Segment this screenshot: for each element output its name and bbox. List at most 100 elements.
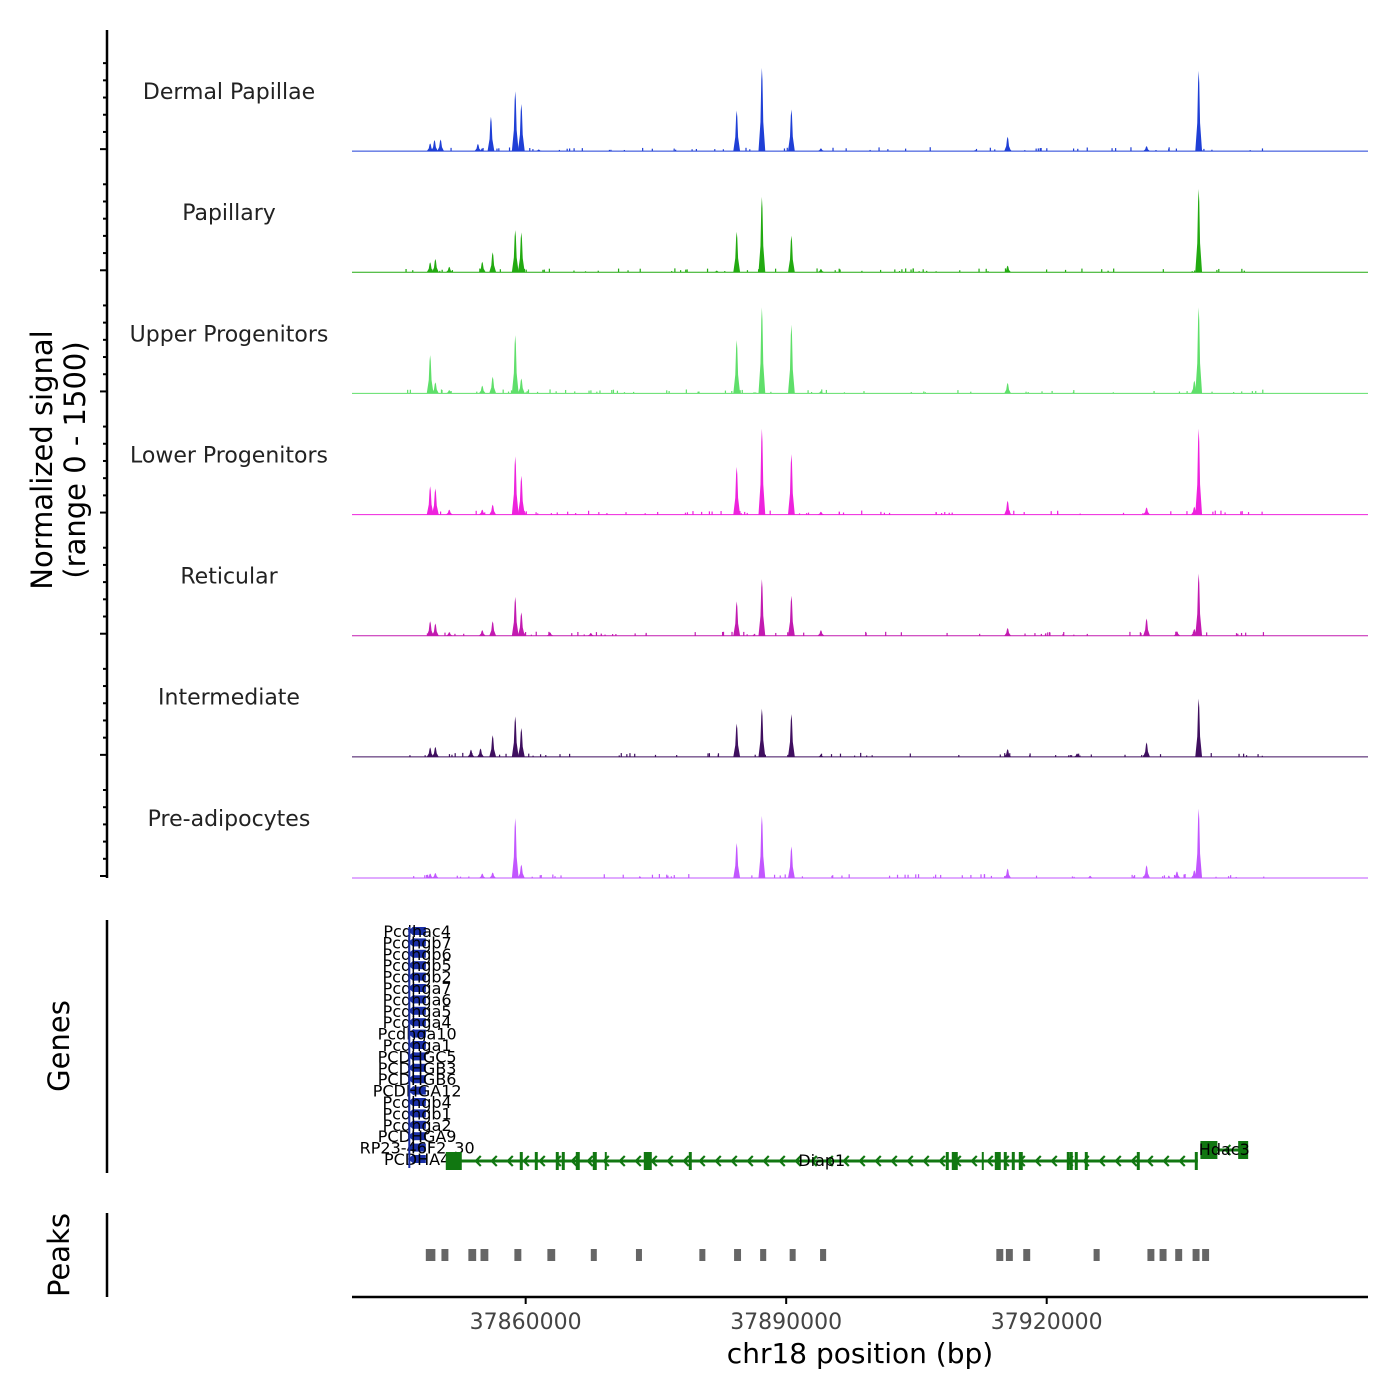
signal-noise [1051,390,1053,394]
signal-peak [713,270,721,273]
signal-noise [746,270,749,273]
signal-noise [537,513,539,515]
signal-peak [489,504,497,515]
signal-noise [841,875,843,878]
signal-noise [569,753,571,757]
peak-region [1005,1249,1013,1261]
signal-noise [1063,632,1065,636]
signal-noise [773,874,776,878]
signal-noise [1040,147,1042,152]
gene-model-exon [519,1152,523,1170]
signal-noise [979,633,981,636]
gene-model-arrow [730,1155,738,1167]
signal-noise [1235,876,1237,878]
signal-peak [1004,749,1012,757]
signal-noise [929,147,931,152]
signal-noise [848,874,850,878]
signal-noise [714,149,716,152]
gene-label: Pcdhga10 [378,1025,457,1044]
signal-noise [1130,147,1132,152]
signal-noise [573,270,575,273]
peak-region [734,1249,742,1261]
signal-peak [489,252,497,273]
gene-model-exon [643,1152,652,1170]
peaks-panel-label: Peaks [42,1213,76,1297]
gene-model-exon [1074,1152,1078,1170]
signal-peak [445,632,453,636]
signal-noise [454,633,456,636]
signal-peak [758,815,766,878]
signal-noise [623,392,626,394]
signal-noise [639,876,641,878]
signal-noise [871,755,873,757]
signal-noise [1261,755,1263,757]
signal-noise [1024,633,1026,636]
signal-peak [489,621,497,636]
signal-noise [668,391,670,394]
signal-noise [731,390,733,394]
signal-noise [1023,512,1025,515]
signal-peak [487,116,495,152]
signal-noise [1241,268,1243,273]
signal-noise [1162,876,1164,878]
track-label: Upper Progenitors [130,322,329,347]
signal-noise [798,513,801,515]
signal-noise [926,270,928,273]
signal-noise [556,512,558,515]
signal-noise [686,512,689,515]
signal-peak [431,488,439,515]
peak-region [820,1249,827,1261]
signal-noise [1247,512,1250,515]
gene-label: PCDHGB6 [378,1070,457,1089]
signal-noise [1047,632,1049,636]
signal-peak [787,324,795,394]
signal-noise [1240,632,1243,636]
signal-noise [1025,391,1027,394]
signal-noise [441,269,443,273]
peak-region [760,1249,767,1261]
signal-peak [445,266,453,273]
signal-noise [749,149,751,152]
signal-noise [910,392,912,394]
signal-noise [554,876,556,878]
signal-peak [517,475,525,515]
signal-noise [1261,511,1263,515]
signal-noise [588,390,590,394]
signal-noise [1186,511,1188,515]
track-label: Reticular [180,565,278,590]
signal-noise [983,874,985,878]
signal-noise [612,634,614,636]
signal-noise [909,753,911,757]
signal-peak [817,630,825,636]
signal-noise [539,754,542,757]
signal-peak [517,103,525,152]
gene-model-label: Hdac3 [1199,1140,1250,1159]
signal-noise [409,755,411,757]
signal-noise [948,512,950,515]
signal-noise [1086,633,1088,636]
signal-noise [917,874,920,878]
signal-peak [1073,753,1081,757]
signal-noise [1073,876,1075,878]
signal-noise [900,632,902,636]
gene-model-exon [994,1152,1001,1170]
signal-noise [642,147,644,152]
signal-noise [479,268,481,273]
signal-noise [1230,875,1232,878]
signal-peak [817,511,825,515]
signal-noise [1035,148,1037,152]
signal-noise [1078,753,1080,757]
signal-noise [615,634,617,636]
signal-noise [1155,150,1157,152]
signal-noise [530,634,532,636]
signal-noise [405,268,407,273]
signal-noise [680,270,682,273]
signal-noise [974,150,976,152]
gene-label: Pcdhga4 [383,1013,452,1032]
signal-noise [825,389,827,394]
signal-noise [612,389,615,394]
signal-noise [1077,148,1079,152]
signal-peak [517,232,525,273]
signal-noise [1112,392,1114,394]
